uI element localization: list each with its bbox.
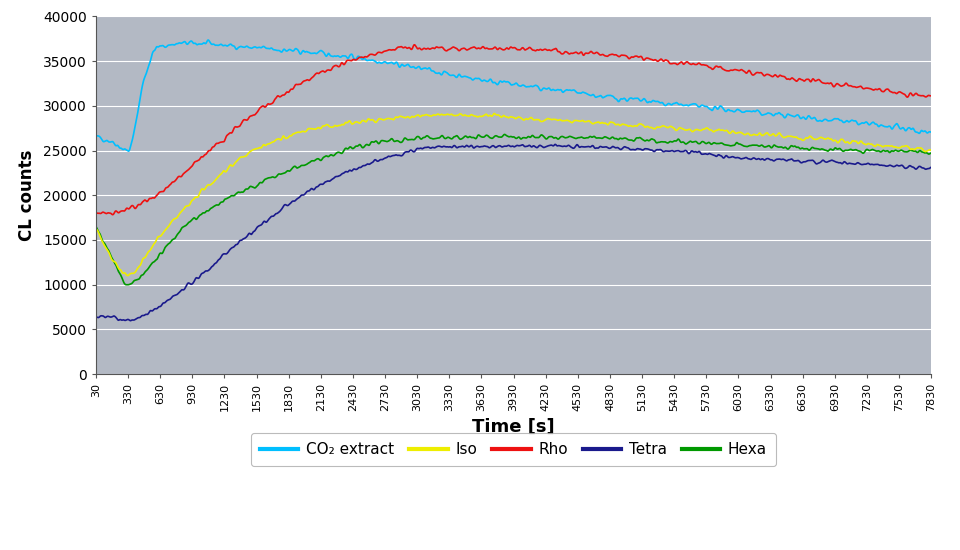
Legend: CO₂ extract, Iso, Rho, Tetra, Hexa: CO₂ extract, Iso, Rho, Tetra, Hexa [251, 433, 777, 466]
Y-axis label: CL counts: CL counts [18, 150, 36, 241]
X-axis label: Time [s]: Time [s] [472, 418, 555, 436]
